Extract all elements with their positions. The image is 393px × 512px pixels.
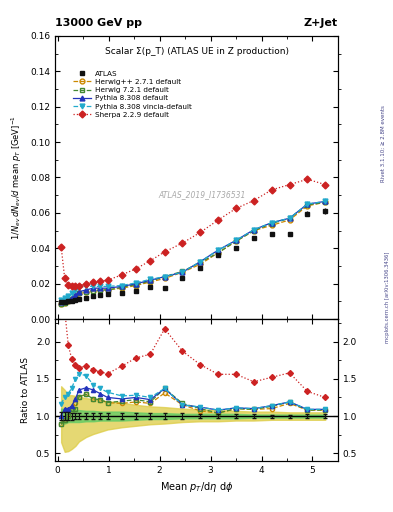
- Legend: ATLAS, Herwig++ 2.7.1 default, Herwig 7.2.1 default, Pythia 8.308 default, Pythi: ATLAS, Herwig++ 2.7.1 default, Herwig 7.…: [70, 68, 194, 121]
- Y-axis label: Ratio to ATLAS: Ratio to ATLAS: [21, 357, 30, 423]
- Text: ATLAS_2019_I1736531: ATLAS_2019_I1736531: [158, 190, 246, 199]
- Text: mcplots.cern.ch [arXiv:1306.3436]: mcplots.cern.ch [arXiv:1306.3436]: [386, 251, 390, 343]
- Text: Scalar Σ(p_T) (ATLAS UE in Z production): Scalar Σ(p_T) (ATLAS UE in Z production): [105, 47, 288, 56]
- X-axis label: Mean $p_T$/d$\eta$ d$\phi$: Mean $p_T$/d$\eta$ d$\phi$: [160, 480, 233, 494]
- Text: 13000 GeV pp: 13000 GeV pp: [55, 18, 142, 28]
- Y-axis label: $1/N_{ev}\,dN_{ev}/d$ mean $p_T$ [GeV]$^{-1}$: $1/N_{ev}\,dN_{ev}/d$ mean $p_T$ [GeV]$^…: [10, 115, 24, 240]
- Text: Z+Jet: Z+Jet: [304, 18, 338, 28]
- Text: Rivet 3.1.10; ≥ 2.8M events: Rivet 3.1.10; ≥ 2.8M events: [381, 105, 386, 182]
